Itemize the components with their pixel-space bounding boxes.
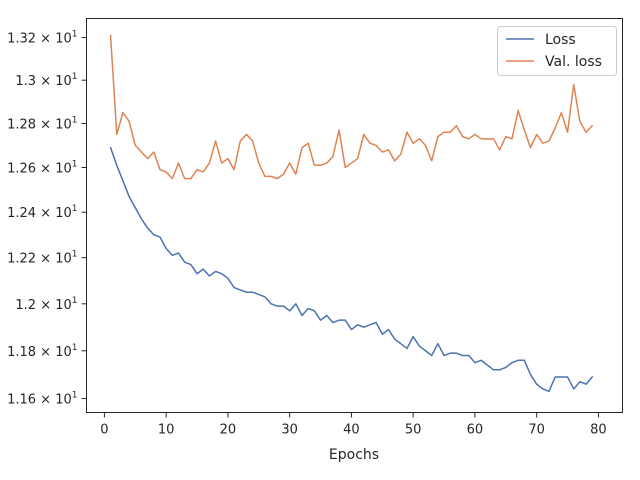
y-tick-label: 1.24 × 101 — [7, 204, 77, 221]
y-tick-label: 1.18 × 101 — [7, 343, 77, 360]
x-tick-label: 10 — [158, 423, 175, 438]
y-axis-ticks: 1.16 × 101 1.18 × 101 1.2 × 101 1.22 × 101 1… — [7, 30, 87, 408]
y-tick-label: 1.28 × 101 — [7, 116, 77, 133]
y-tick-label: 1.26 × 101 — [7, 160, 77, 177]
plot-area — [109, 34, 593, 393]
x-tick-label: 50 — [405, 423, 422, 438]
x-tick-label: 40 — [343, 423, 360, 438]
y-tick-label: 1.22 × 101 — [7, 250, 77, 267]
x-axis-ticks: 0 10 20 30 40 50 60 70 80 — [100, 412, 607, 438]
series-line-val-loss — [109, 34, 593, 180]
x-tick-label: 60 — [467, 423, 484, 438]
legend: Loss Val. loss — [497, 26, 617, 76]
x-tick-label: 80 — [590, 423, 607, 438]
y-tick-label: 1.32 × 101 — [7, 30, 77, 47]
plot-frame — [86, 18, 623, 413]
x-tick-label: 0 — [100, 423, 108, 438]
y-tick-label: 1.2 × 101 — [15, 296, 77, 313]
y-tick-label: 1.3 × 101 — [15, 72, 77, 89]
x-tick-label: 70 — [528, 423, 545, 438]
y-tick-label: 1.16 × 101 — [7, 391, 77, 408]
x-tick-label: 30 — [281, 423, 298, 438]
legend-label-loss: Loss — [545, 32, 576, 48]
x-axis-label: Epochs — [329, 447, 379, 463]
legend-label-val-loss: Val. loss — [545, 54, 602, 70]
series-line-loss — [109, 146, 593, 393]
x-tick-label: 20 — [220, 423, 237, 438]
